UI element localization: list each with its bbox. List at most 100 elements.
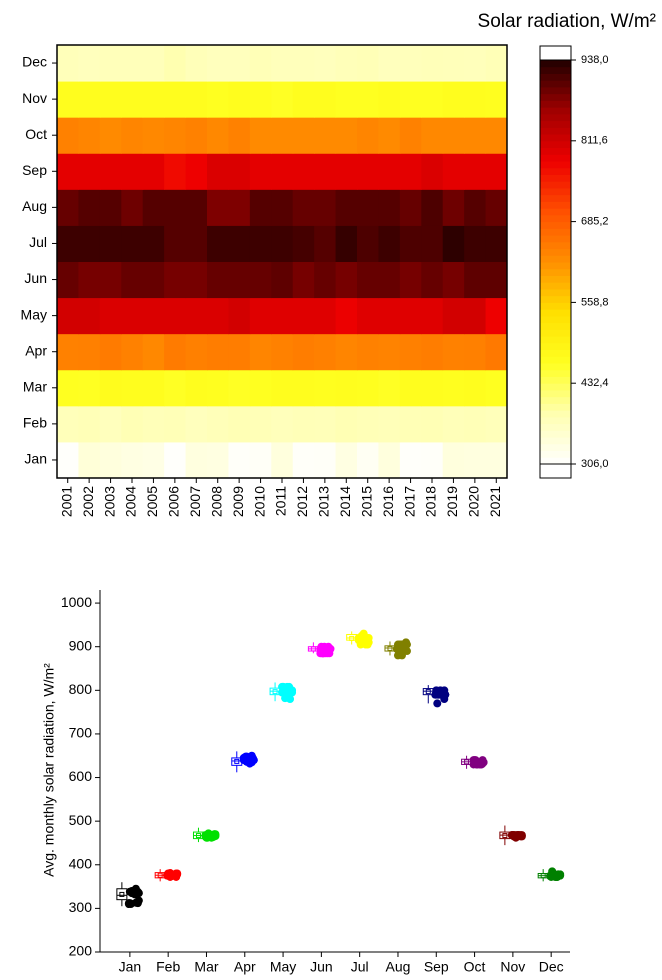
heatmap-cell xyxy=(249,45,272,82)
colorbar-step xyxy=(540,154,571,162)
x-tick-label: 2002 xyxy=(80,486,96,517)
heatmap-cell xyxy=(485,189,508,226)
heatmap-cell xyxy=(271,189,294,226)
point xyxy=(321,649,330,658)
mean xyxy=(502,833,508,839)
heatmap-cell xyxy=(357,405,379,443)
heatmap-cell xyxy=(207,153,229,190)
heatmap-cell xyxy=(121,441,144,479)
heatmap-cell xyxy=(271,441,294,479)
heatmap-cell xyxy=(357,81,379,118)
x-tick-label: 2015 xyxy=(358,486,374,517)
mean xyxy=(272,689,278,695)
x-tick-label: 2017 xyxy=(401,486,417,517)
heatmap-cell xyxy=(314,261,337,299)
heatmap-cell xyxy=(464,45,487,82)
heatmap-cell xyxy=(421,81,444,118)
colorbar-step xyxy=(540,443,571,452)
colorbar-step xyxy=(540,147,571,155)
heatmap-cell xyxy=(228,369,251,407)
heatmap-cell xyxy=(464,441,487,479)
colorbar-step xyxy=(540,86,571,95)
heatmap-cell xyxy=(464,405,487,443)
heatmap-cell xyxy=(442,225,465,262)
heatmap-cell xyxy=(399,333,422,371)
heatmap-cell xyxy=(399,369,422,407)
heatmap-cell xyxy=(164,153,187,190)
heatmap-cell xyxy=(207,117,229,154)
colorbar-step xyxy=(540,376,571,384)
colorbar-step xyxy=(540,167,571,175)
colorbar-step xyxy=(540,342,571,351)
heatmap-cell xyxy=(314,189,337,226)
point xyxy=(209,832,218,841)
heatmap-cell xyxy=(99,441,122,479)
heatmap-cell xyxy=(271,45,294,82)
heatmap-cell xyxy=(335,225,358,262)
heatmap-cell xyxy=(442,153,465,190)
x-tick-label: Oct xyxy=(464,959,486,975)
heatmap-cell xyxy=(421,405,444,443)
x-tick-label: 2012 xyxy=(294,486,310,517)
heatmap-cell xyxy=(249,333,272,371)
heatmap-cell xyxy=(78,153,101,190)
heatmap-cell xyxy=(164,441,187,479)
heatmap-cell xyxy=(228,153,251,190)
point xyxy=(247,751,256,760)
heatmap-cell xyxy=(314,369,337,407)
heatmap-cell xyxy=(78,81,101,118)
colorbar-step xyxy=(540,100,571,108)
heatmap-cell xyxy=(421,189,444,226)
x-tick-label: 2016 xyxy=(380,486,396,517)
heatmap-cell xyxy=(185,189,208,226)
heatmap-cell xyxy=(271,369,294,407)
heatmap-cell xyxy=(57,153,79,190)
heatmap-cell xyxy=(164,81,187,118)
heatmap-cell xyxy=(292,405,315,443)
box xyxy=(116,888,128,901)
colorbar-step xyxy=(540,403,571,411)
y-tick-label: 800 xyxy=(69,681,93,697)
x-tick-label: Aug xyxy=(386,959,411,975)
heatmap-cell xyxy=(121,261,144,299)
colorbar-step xyxy=(540,228,571,236)
point xyxy=(401,638,410,647)
heatmap-cell xyxy=(464,81,487,118)
colorbar-step xyxy=(540,174,571,182)
heatmap-cell xyxy=(399,225,422,262)
colorbar-step xyxy=(540,410,571,418)
heatmap-cell xyxy=(314,153,337,190)
x-tick-label: Sep xyxy=(424,959,449,975)
mean xyxy=(349,635,355,641)
colorbar-step xyxy=(540,140,571,149)
heatmap-cell xyxy=(335,153,358,190)
heatmap-cell xyxy=(485,45,508,82)
heatmap-cell xyxy=(292,333,315,371)
x-tick-label: 2004 xyxy=(123,486,139,517)
heatmap-cell xyxy=(121,117,144,154)
heatmap-cell xyxy=(485,369,508,407)
colorbar-step xyxy=(540,208,571,216)
heatmap-cell xyxy=(378,81,401,118)
heatmap-cell xyxy=(335,441,358,479)
heatmap-cell xyxy=(378,369,401,407)
heatmap-cell xyxy=(464,369,487,407)
heatmap-cell xyxy=(335,117,358,154)
heatmap-cell xyxy=(357,45,379,82)
heatmap-cell xyxy=(485,261,508,299)
heatmap-cell xyxy=(485,297,508,335)
point xyxy=(317,642,326,651)
heatmap-cell xyxy=(164,117,187,154)
heatmap-cell xyxy=(442,81,465,118)
heatmap-cell xyxy=(335,369,358,407)
heatmap-cell xyxy=(99,189,122,226)
heatmap-cell xyxy=(442,441,465,479)
heatmap-cell xyxy=(314,117,337,154)
heatmap-cell xyxy=(249,117,272,154)
point xyxy=(362,633,371,642)
heatmap-cell xyxy=(335,333,358,371)
heatmap-cell xyxy=(314,441,337,479)
colorbar-step xyxy=(540,127,571,135)
heatmap-cell xyxy=(378,117,401,154)
heatmap-cell xyxy=(464,225,487,262)
